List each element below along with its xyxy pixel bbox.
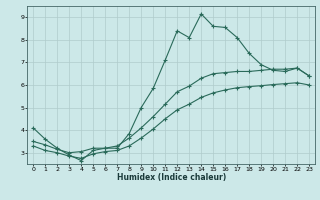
X-axis label: Humidex (Indice chaleur): Humidex (Indice chaleur) <box>116 173 226 182</box>
